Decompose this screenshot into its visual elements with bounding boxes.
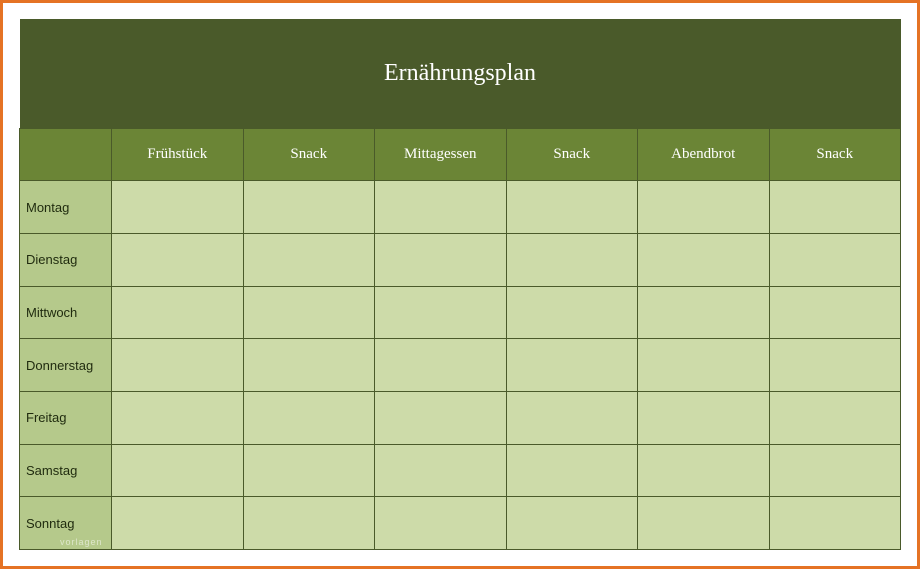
meal-cell[interactable]	[769, 339, 901, 392]
meal-cell[interactable]	[375, 181, 507, 234]
meal-cell[interactable]	[243, 497, 375, 550]
meal-cell[interactable]	[375, 444, 507, 497]
day-label: Montag	[20, 181, 112, 234]
meal-cell[interactable]	[769, 286, 901, 339]
meal-cell[interactable]	[243, 392, 375, 445]
day-label: Samstag	[20, 444, 112, 497]
meal-cell[interactable]	[112, 286, 244, 339]
plan-title: Ernährungsplan	[20, 19, 901, 128]
meal-cell[interactable]	[638, 234, 770, 287]
table-row: Montag	[20, 181, 901, 234]
meal-cell[interactable]	[112, 181, 244, 234]
meal-cell[interactable]	[506, 339, 638, 392]
col-header: Abendbrot	[638, 128, 770, 181]
meal-cell[interactable]	[769, 392, 901, 445]
watermark-text: vorlagen	[60, 537, 103, 547]
meal-cell[interactable]	[375, 497, 507, 550]
col-header: Snack	[769, 128, 901, 181]
meal-cell[interactable]	[506, 444, 638, 497]
table-row: Freitag	[20, 392, 901, 445]
table-row: Samstag	[20, 444, 901, 497]
table-row: Donnerstag	[20, 339, 901, 392]
meal-cell[interactable]	[112, 339, 244, 392]
meal-cell[interactable]	[506, 234, 638, 287]
col-header: Snack	[506, 128, 638, 181]
meal-cell[interactable]	[243, 339, 375, 392]
outer-frame: Ernährungsplan Frühstück Snack Mittagess…	[0, 0, 920, 569]
meal-cell[interactable]	[769, 444, 901, 497]
meal-cell[interactable]	[375, 392, 507, 445]
meal-cell[interactable]	[638, 497, 770, 550]
meal-cell[interactable]	[506, 181, 638, 234]
meal-cell[interactable]	[769, 234, 901, 287]
meal-cell[interactable]	[375, 286, 507, 339]
day-label: Freitag	[20, 392, 112, 445]
meal-cell[interactable]	[506, 497, 638, 550]
meal-cell[interactable]	[243, 181, 375, 234]
col-header: Mittagessen	[375, 128, 507, 181]
meal-cell[interactable]	[243, 444, 375, 497]
day-label: Mittwoch	[20, 286, 112, 339]
meal-cell[interactable]	[243, 234, 375, 287]
day-label: Dienstag	[20, 234, 112, 287]
meal-cell[interactable]	[638, 181, 770, 234]
meal-cell[interactable]	[506, 392, 638, 445]
meal-cell[interactable]	[375, 234, 507, 287]
table-row: Mittwoch	[20, 286, 901, 339]
meal-cell[interactable]	[638, 444, 770, 497]
table-row: Dienstag	[20, 234, 901, 287]
meal-cell[interactable]	[112, 444, 244, 497]
meal-cell[interactable]	[112, 497, 244, 550]
meal-cell[interactable]	[769, 181, 901, 234]
meal-cell[interactable]	[112, 392, 244, 445]
meal-cell[interactable]	[243, 286, 375, 339]
meal-cell[interactable]	[638, 286, 770, 339]
day-label: Donnerstag	[20, 339, 112, 392]
meal-cell[interactable]	[638, 392, 770, 445]
header-row: Frühstück Snack Mittagessen Snack Abendb…	[20, 128, 901, 181]
meal-cell[interactable]	[506, 286, 638, 339]
meal-cell[interactable]	[112, 234, 244, 287]
col-header: Frühstück	[112, 128, 244, 181]
meal-cell[interactable]	[769, 497, 901, 550]
meal-plan-table: Ernährungsplan Frühstück Snack Mittagess…	[19, 19, 901, 550]
title-row: Ernährungsplan	[20, 19, 901, 128]
col-header: Snack	[243, 128, 375, 181]
meal-cell[interactable]	[375, 339, 507, 392]
meal-cell[interactable]	[638, 339, 770, 392]
table-row: Sonntag	[20, 497, 901, 550]
header-corner	[20, 128, 112, 181]
